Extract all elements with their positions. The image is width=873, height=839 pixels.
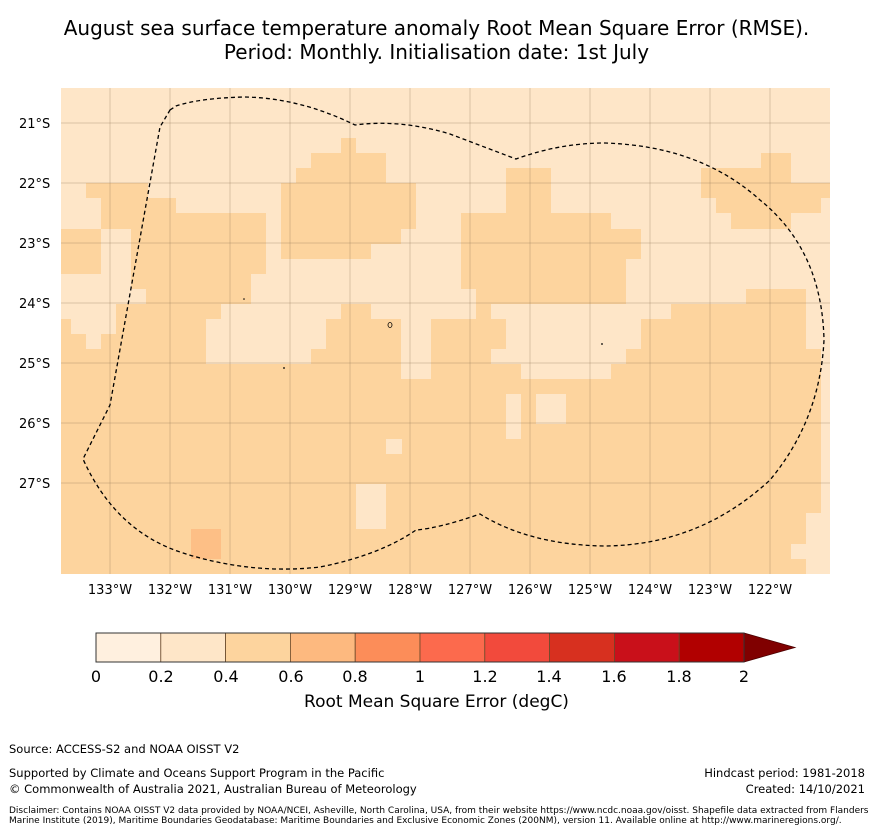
disclaimer-text: Disclaimer: Contains NOAA OISST V2 data … — [9, 806, 869, 826]
island-marker — [243, 298, 245, 300]
lon-tick-label: 122°W — [748, 583, 792, 598]
gridlines — [61, 88, 830, 574]
lon-tick-label: 127°W — [448, 583, 492, 598]
colorbar-segment — [678, 632, 745, 663]
support-text: Supported by Climate and Oceans Support … — [9, 766, 385, 780]
island-marker — [601, 343, 603, 345]
colorbar-segment — [549, 632, 615, 663]
low-rmse-patch — [536, 394, 566, 424]
eez-boundary — [82, 96, 825, 570]
map-title-line2: Period: Monthly. Initialisation date: 1s… — [223, 40, 650, 64]
colorbar-segment — [289, 632, 356, 663]
island-marker — [283, 367, 285, 369]
hindcast-period-text: Hindcast period: 1981-2018 — [704, 766, 865, 780]
created-date-text: Created: 14/10/2021 — [745, 782, 865, 796]
colorbar-label: Root Mean Square Error (degC) — [304, 692, 569, 712]
rmse-fields — [61, 138, 830, 574]
rmse-region-west — [61, 168, 821, 574]
rmse-region-central — [281, 138, 416, 259]
map-title-line1: August sea surface temperature anomaly R… — [63, 16, 810, 40]
low-rmse-patch — [506, 394, 521, 439]
colorbar-tick-label: 0 — [90, 667, 102, 686]
lat-tick-label: 26°S — [19, 417, 50, 432]
colorbar-tick-label: 1.2 — [472, 667, 498, 686]
source-text: Source: ACCESS-S2 and NOAA OISST V2 — [9, 742, 240, 756]
colorbar-segment — [95, 632, 162, 663]
map-patch-fix — [521, 394, 536, 409]
colorbar-tick-label: 0.6 — [278, 667, 304, 686]
lon-tick-label: 125°W — [568, 583, 612, 598]
lon-tick-label: 131°W — [208, 583, 252, 598]
colorbar-tick-label: 0.2 — [148, 667, 174, 686]
lat-tick-label: 27°S — [19, 477, 50, 492]
copyright-text: © Commonwealth of Australia 2021, Austra… — [9, 782, 417, 796]
colorbar-tick-label: 1.6 — [601, 667, 627, 686]
lat-tick-label: 22°S — [19, 177, 50, 192]
map-panel — [61, 88, 830, 574]
lon-tick-label: 124°W — [628, 583, 672, 598]
colorbar-frame — [95, 632, 745, 663]
lon-tick-label: 123°W — [688, 583, 732, 598]
colorbar-segment — [614, 632, 680, 663]
colorbar — [95, 632, 797, 663]
lat-tick-label: 21°S — [19, 117, 50, 132]
low-rmse-patch — [386, 439, 402, 454]
lon-tick-label: 129°W — [328, 583, 372, 598]
moderate-rmse-patch — [191, 529, 221, 559]
lat-axis-labels: 21°S 22°S 23°S 24°S 25°S 26°S 27°S — [19, 117, 50, 492]
colorbar-segment — [484, 632, 550, 663]
colorbar-tick-label: 1.8 — [666, 667, 692, 686]
lat-tick-label: 25°S — [19, 357, 50, 372]
colorbar-extend-arrow — [743, 632, 797, 663]
colorbar-segment — [354, 632, 421, 663]
low-rmse-patch — [356, 484, 386, 529]
low-rmse-patches — [356, 394, 566, 529]
colorbar-tick-label: 2 — [738, 667, 750, 686]
island-marker — [387, 322, 393, 328]
lat-tick-label: 23°S — [19, 237, 50, 252]
lon-tick-label: 132°W — [148, 583, 192, 598]
lon-tick-label: 128°W — [388, 583, 432, 598]
rmse-region-west-edge — [61, 229, 101, 274]
colorbar-segment — [160, 632, 227, 663]
colorbar-tick-label: 1 — [414, 667, 426, 686]
colorbar-segment — [419, 632, 486, 663]
lon-tick-label: 130°W — [268, 583, 312, 598]
colorbar-tick-label: 0.8 — [342, 667, 368, 686]
colorbar-tick-label: 0.4 — [213, 667, 239, 686]
lon-tick-label: 126°W — [508, 583, 552, 598]
lon-axis-labels: 133°W 132°W 131°W 130°W 129°W 128°W 127°… — [88, 583, 792, 598]
rmse-region-east — [701, 153, 830, 229]
lat-tick-label: 24°S — [19, 297, 50, 312]
lon-tick-label: 133°W — [88, 583, 132, 598]
colorbar-segment — [225, 632, 291, 663]
colorbar-tick-label: 1.4 — [536, 667, 562, 686]
